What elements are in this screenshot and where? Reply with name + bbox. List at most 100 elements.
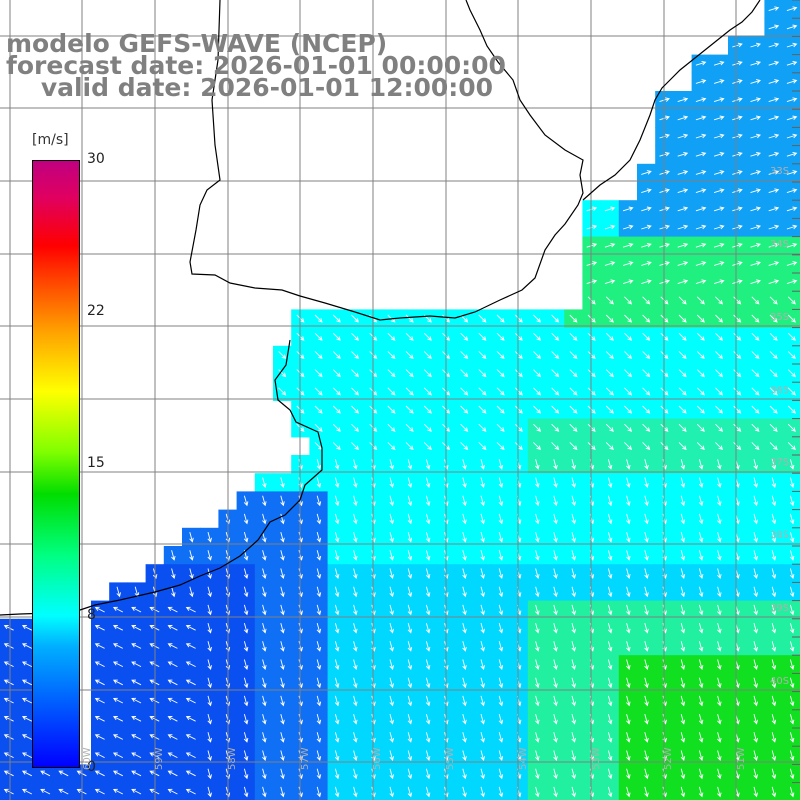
- wind-arrow: [626, 768, 631, 780]
- wind-arrow: [94, 734, 105, 740]
- field-cell: [109, 782, 128, 800]
- wind-arrow: [771, 786, 777, 798]
- wind-arrow: [750, 242, 761, 248]
- wind-arrow: [353, 604, 358, 616]
- wind-arrow: [604, 261, 616, 266]
- wind-arrow: [316, 641, 322, 652]
- wind-arrow: [622, 261, 634, 266]
- wind-arrow: [768, 170, 780, 175]
- wind-arrow: [334, 786, 340, 798]
- wind-arrow: [768, 42, 780, 48]
- wind-arrow: [622, 279, 634, 285]
- wind-arrow: [334, 604, 340, 616]
- wind-arrow: [535, 531, 540, 543]
- wind-arrow: [243, 695, 249, 707]
- wind-arrow: [478, 442, 487, 451]
- wind-arrow: [571, 713, 576, 725]
- wind-arrow: [353, 531, 358, 543]
- wind-arrow: [768, 60, 780, 66]
- wind-arrow: [698, 786, 704, 798]
- wind-arrow: [607, 768, 613, 780]
- wind-arrow: [607, 713, 613, 725]
- wind-arrow: [569, 369, 578, 378]
- wind-arrow: [696, 351, 705, 360]
- field-cell: [36, 782, 56, 800]
- wind-arrow: [3, 661, 14, 668]
- wind-arrow: [751, 332, 760, 341]
- wind-arrow: [753, 568, 758, 580]
- wind-arrow: [498, 531, 504, 543]
- wind-arrow: [407, 550, 413, 561]
- wind-arrow: [533, 423, 542, 432]
- wind-arrow: [334, 641, 340, 652]
- wind-arrow: [713, 97, 725, 103]
- wind-arrow: [407, 477, 413, 489]
- wind-arrow: [514, 351, 523, 360]
- wind-arrow: [353, 695, 358, 707]
- wind-arrow: [680, 459, 686, 470]
- wind-arrow: [167, 716, 178, 722]
- wind-arrow: [185, 643, 196, 649]
- wind-arrow: [786, 24, 798, 30]
- wind-arrow: [189, 568, 194, 580]
- wind-arrow: [171, 568, 176, 580]
- wind-arrow: [21, 625, 33, 631]
- wind-arrow: [533, 442, 542, 451]
- wind-arrow: [112, 643, 124, 649]
- wind-arrow: [353, 786, 358, 798]
- wind-arrow: [3, 643, 14, 649]
- wind-arrow: [189, 531, 194, 543]
- wind-arrow: [768, 133, 780, 139]
- wind-arrow: [607, 568, 613, 580]
- wind-arrow: [167, 770, 178, 777]
- wind-arrow: [480, 604, 485, 616]
- wind-arrow: [553, 622, 558, 634]
- wind-arrow: [3, 716, 14, 722]
- wind-arrow: [112, 606, 124, 613]
- wind-arrow: [167, 661, 178, 668]
- wind-arrow: [280, 659, 285, 671]
- wind-arrow: [680, 568, 686, 580]
- wind-arrow: [607, 786, 613, 798]
- wind-arrow: [713, 115, 725, 121]
- wind-arrow: [715, 351, 724, 360]
- wind-arrow: [207, 677, 212, 689]
- field-cell: [782, 400, 800, 420]
- wind-arrow: [405, 351, 414, 360]
- wind-arrow: [280, 622, 285, 634]
- colorbar-tick-8: 8: [87, 607, 96, 623]
- wind-arrow: [626, 477, 631, 489]
- wind-arrow: [733, 423, 742, 432]
- wind-arrow: [571, 786, 576, 798]
- latitude-label: 34S: [770, 239, 790, 250]
- wind-arrow: [478, 405, 487, 414]
- wind-vector-field: [3, 6, 798, 798]
- wind-arrow: [462, 695, 467, 707]
- wind-arrow: [789, 713, 795, 725]
- field-cell: [782, 691, 800, 711]
- wind-arrow: [460, 442, 469, 451]
- wind-arrow: [262, 586, 267, 598]
- wind-arrow: [462, 750, 467, 762]
- wind-arrow: [207, 768, 212, 780]
- wind-arrow: [698, 531, 704, 543]
- wind-arrow: [389, 604, 394, 616]
- wind-arrow: [624, 351, 633, 360]
- wind-arrow: [243, 622, 249, 634]
- longitude-label: 60W: [82, 747, 93, 770]
- wind-arrow: [713, 60, 725, 66]
- wind-arrow: [644, 531, 649, 543]
- wind-arrow: [644, 732, 649, 743]
- wind-arrow: [771, 568, 777, 580]
- wind-arrow: [717, 659, 722, 671]
- wind-arrow: [626, 695, 631, 707]
- wind-arrow: [571, 695, 576, 707]
- wind-arrow: [678, 332, 687, 341]
- wind-arrow: [713, 206, 725, 212]
- wind-arrow: [789, 513, 795, 525]
- wind-arrow: [553, 786, 558, 798]
- wind-arrow: [389, 459, 394, 470]
- wind-arrow: [607, 659, 613, 671]
- wind-arrow: [680, 713, 686, 725]
- wind-arrow: [405, 405, 414, 414]
